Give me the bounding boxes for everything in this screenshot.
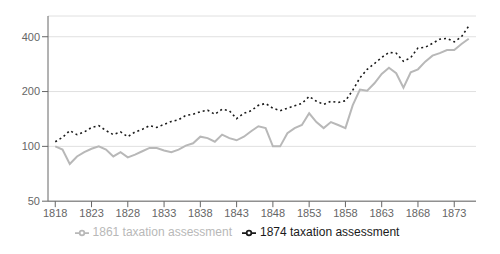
svg-text:1863: 1863 <box>369 207 393 219</box>
svg-text:50: 50 <box>28 195 40 207</box>
html-text:1861 taxation assessment: 1861 taxation assessment <box>92 225 232 240</box>
svg-text:1838: 1838 <box>188 207 212 219</box>
svg-text:1873: 1873 <box>442 207 466 219</box>
svg-text:1858: 1858 <box>333 207 357 219</box>
svg-text:1868: 1868 <box>406 207 430 219</box>
svg-text:400: 400 <box>22 31 40 43</box>
svg-text:1818: 1818 <box>43 207 67 219</box>
svg-text:1823: 1823 <box>79 207 103 219</box>
svg-text:1843: 1843 <box>224 207 248 219</box>
svg-text:1833: 1833 <box>152 207 176 219</box>
svg-text:1848: 1848 <box>261 207 285 219</box>
svg-text:1853: 1853 <box>297 207 321 219</box>
svg-text:100: 100 <box>22 140 40 152</box>
svg-text:200: 200 <box>22 85 40 97</box>
html-text:1874 taxation assessment: 1874 taxation assessment <box>260 225 400 240</box>
svg-text:1828: 1828 <box>116 207 140 219</box>
